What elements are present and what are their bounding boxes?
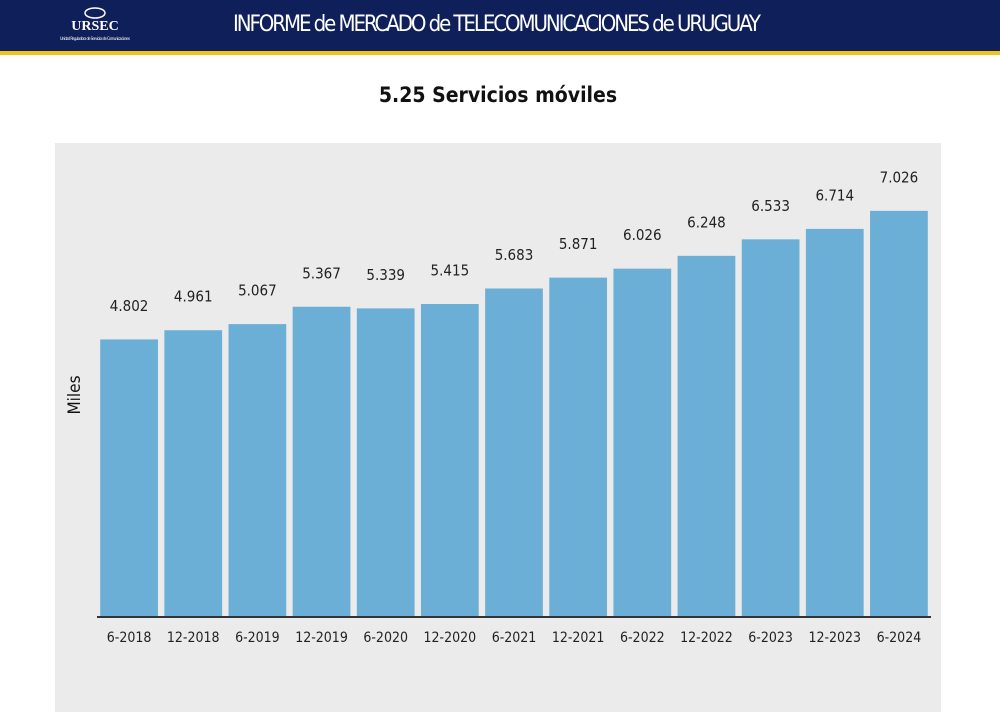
x-tick-label: 6-2018 <box>107 630 152 646</box>
x-tick-label: 6-2019 <box>235 630 280 646</box>
header-stripe <box>0 51 1000 55</box>
bar <box>100 339 158 617</box>
bar <box>613 268 672 617</box>
bar <box>805 228 864 617</box>
value-label: 4.802 <box>110 297 149 315</box>
value-label: 5.683 <box>495 246 534 264</box>
value-label: 5.339 <box>366 266 405 284</box>
x-tick-label: 12-2023 <box>808 630 861 646</box>
value-label: 4.961 <box>174 288 213 306</box>
x-tick-label: 6-2020 <box>363 630 408 646</box>
x-tick-label: 6-2023 <box>748 630 793 646</box>
value-label: 6.714 <box>815 186 854 204</box>
value-label: 6.026 <box>623 226 662 244</box>
value-label: 7.026 <box>880 168 919 186</box>
bar <box>228 324 287 617</box>
bar <box>485 288 543 617</box>
x-tick-label: 12-2022 <box>680 630 733 646</box>
value-label: 5.367 <box>302 264 341 282</box>
header-bar <box>0 0 1000 51</box>
x-tick-label: 12-2021 <box>552 630 605 646</box>
bar <box>549 277 608 617</box>
plot: 6-2018 4.802 12-2018 4.961 6-2019 5.067 12-201… <box>100 168 928 646</box>
bar <box>870 210 928 618</box>
value-label: 5.871 <box>559 235 598 253</box>
x-tick-label: 12-2020 <box>424 630 477 646</box>
logo-icon <box>84 7 106 19</box>
bar <box>741 239 800 618</box>
bar <box>356 308 415 617</box>
value-label: 5.067 <box>238 282 277 300</box>
bar <box>164 330 223 617</box>
value-label: 5.415 <box>431 261 470 279</box>
bar <box>420 303 479 617</box>
value-label: 6.533 <box>751 197 790 215</box>
x-tick-label: 12-2018 <box>167 630 220 646</box>
bar <box>292 306 351 617</box>
x-tick-label: 6-2024 <box>877 630 922 646</box>
y-axis-label: Miles <box>65 375 85 414</box>
logo-subtitle: Unidad Reguladora de Servicios de Comuni… <box>60 36 130 41</box>
value-label: 6.248 <box>687 213 726 231</box>
chart-title: 5.25 Servicios móviles <box>379 83 617 107</box>
x-tick-label: 6-2021 <box>492 630 537 646</box>
header-title: INFORME de MERCADO de TELECOMUNICACIONES… <box>233 12 762 37</box>
x-tick-label: 6-2022 <box>620 630 665 646</box>
logo: URSEC <box>71 19 118 34</box>
bar <box>677 255 736 617</box>
x-tick-label: 12-2019 <box>295 630 348 646</box>
